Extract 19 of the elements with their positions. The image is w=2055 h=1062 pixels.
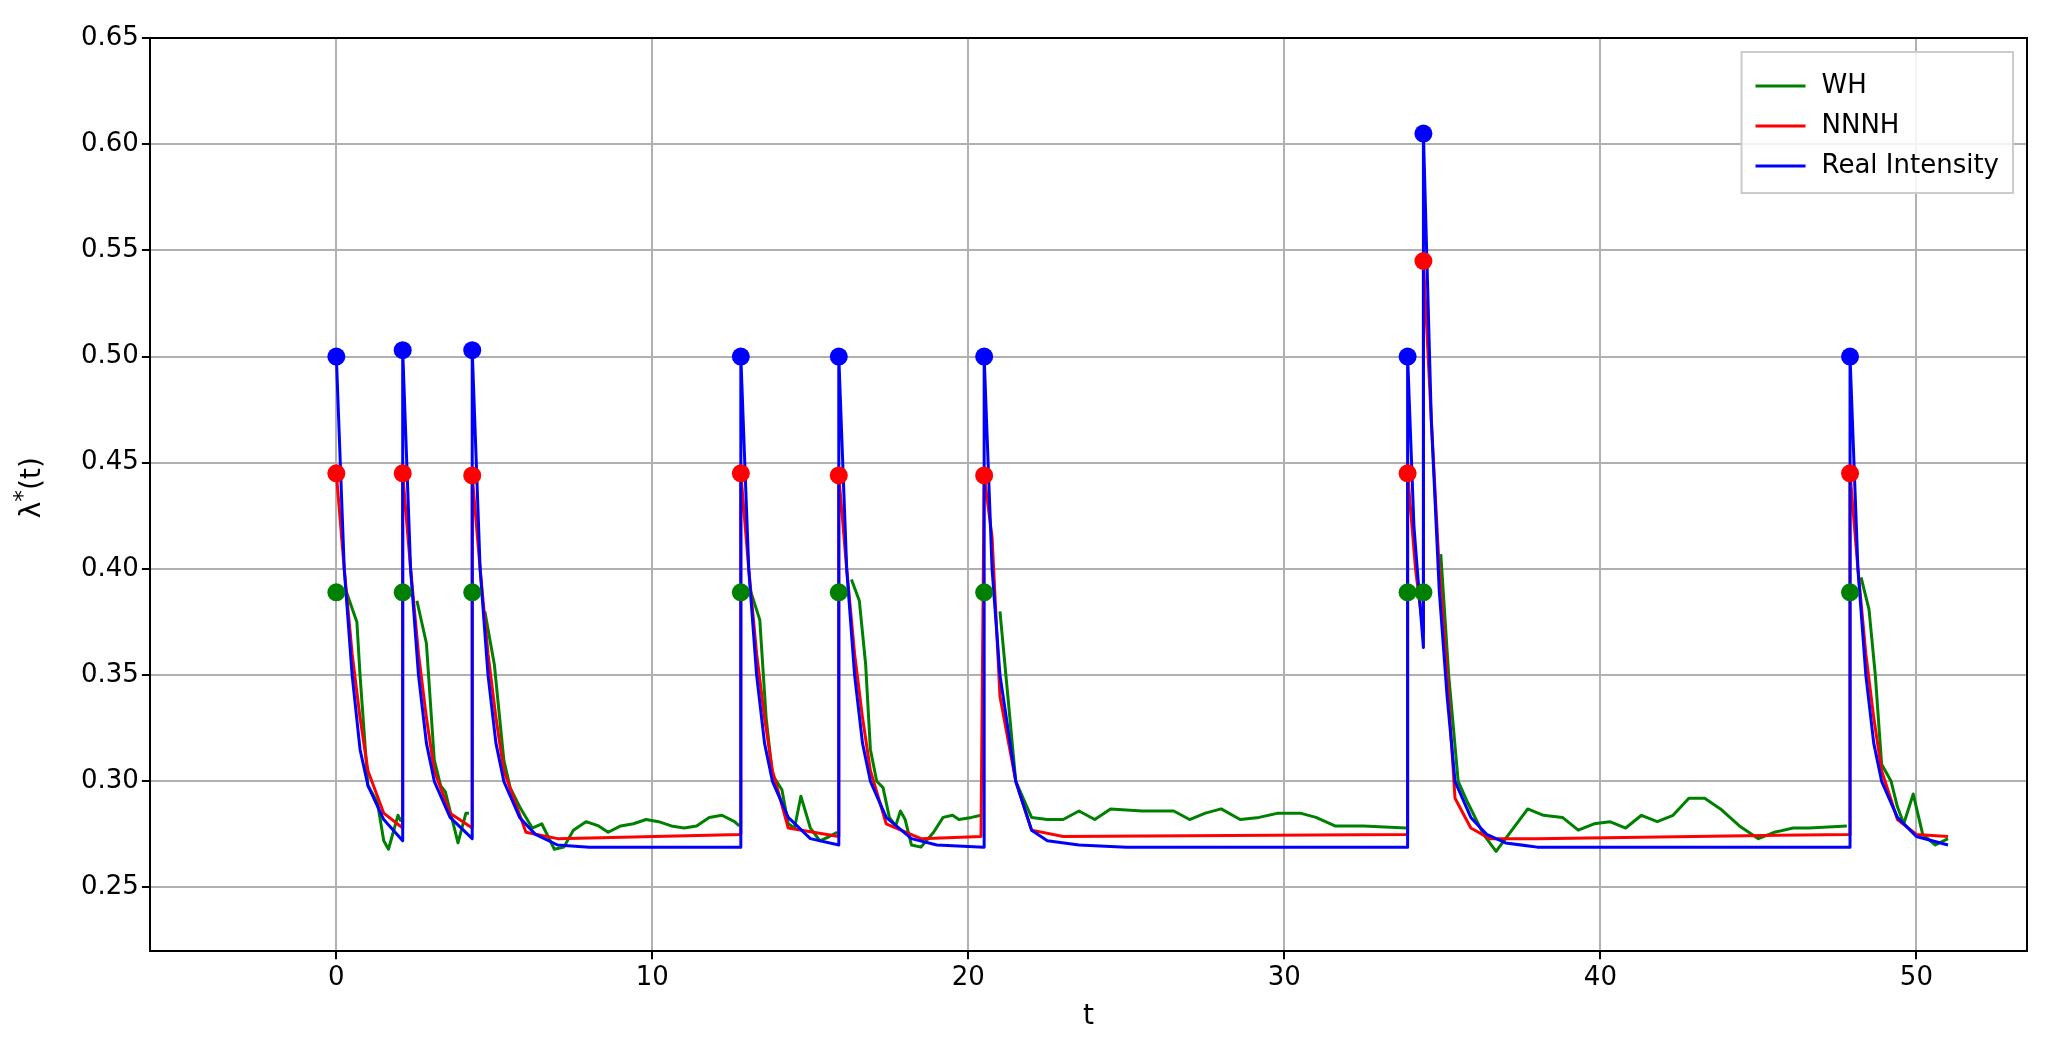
y-tick-label: 0.55 <box>81 233 139 264</box>
legend-label: NNNH <box>1821 108 1900 139</box>
legend-label: Real Intensity <box>1821 148 1999 179</box>
legend-label: WH <box>1821 68 1867 99</box>
x-axis-title: t <box>1082 998 1094 1032</box>
y-tick-label: 0.35 <box>81 657 139 688</box>
x-tick-label: 0 <box>328 960 345 991</box>
x-tick-label: 10 <box>635 960 669 991</box>
y-tick-label: 0.65 <box>81 20 139 51</box>
y-tick-label: 0.50 <box>81 339 139 370</box>
x-tick-label: 40 <box>1583 960 1617 991</box>
x-tick-label: 20 <box>951 960 985 991</box>
y-tick-label: 0.30 <box>81 764 139 795</box>
y-tick-label: 0.60 <box>81 126 139 157</box>
x-tick-label: 30 <box>1267 960 1301 991</box>
y-tick-label: 0.45 <box>81 445 139 476</box>
y-tick-label: 0.40 <box>81 551 139 582</box>
x-tick-label: 50 <box>1899 960 1933 991</box>
y-tick-label: 0.25 <box>81 870 139 901</box>
